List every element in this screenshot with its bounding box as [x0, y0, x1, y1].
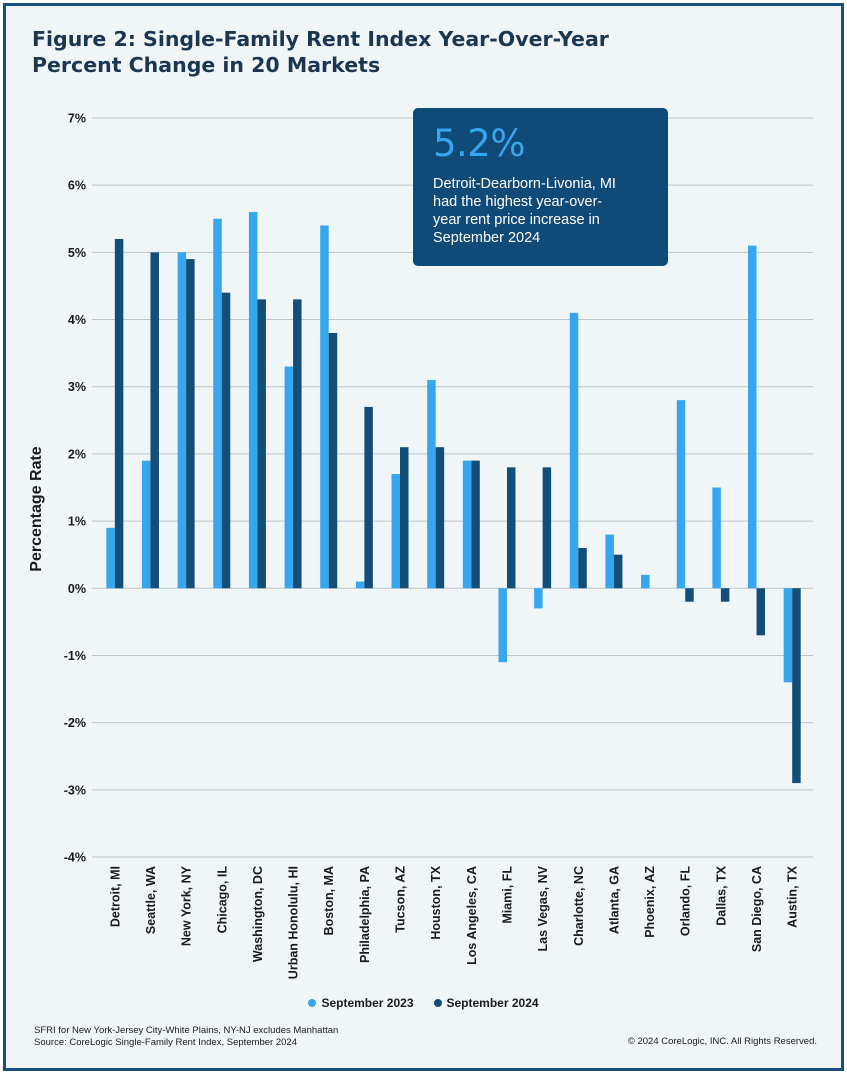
y-tick-label: 6% [68, 179, 86, 193]
bar-2023 [177, 252, 187, 589]
bar-2024 [578, 547, 587, 589]
legend-item-2024: September 2024 [433, 996, 539, 1010]
x-tick-label: Las Vegas, NV [536, 865, 550, 951]
bar-2023 [427, 380, 436, 589]
y-tick-label: 3% [68, 380, 86, 394]
bar-2023 [248, 212, 258, 589]
legend-swatch-2023 [308, 999, 317, 1007]
bar-2024 [328, 332, 338, 589]
chart-title-line-2: Percent Change in 20 Markets [32, 53, 381, 77]
bar-2024 [471, 460, 480, 589]
bar-2023 [641, 574, 650, 589]
bar-2024 [720, 588, 730, 602]
x-tick-label: Philadelphia, PA [358, 866, 372, 963]
y-tick-label: 1% [68, 515, 86, 529]
legend-swatch-2024 [433, 999, 442, 1007]
x-tick-label: Phoenix, AZ [643, 866, 657, 938]
x-tick-label: Orlando, FL [679, 866, 693, 937]
bar-2024 [221, 292, 231, 589]
bar-2023 [605, 534, 614, 589]
chart-title: Figure 2: Single-Family Rent Index Year-… [32, 26, 672, 78]
x-tick-label: Urban Honolulu, HI [287, 866, 301, 979]
x-tick-label: New York, NY [180, 865, 194, 946]
bar-2024 [792, 588, 801, 784]
callout-line-2: had the highest year-over- [433, 194, 603, 210]
bars [106, 212, 801, 784]
footer-notes: SFRI for New York-Jersey City-White Plai… [34, 1025, 338, 1048]
legend: September 2023 September 2024 [0, 996, 847, 1010]
x-tick-label: Chicago, IL [215, 866, 229, 934]
x-tick-label: Los Angeles, CA [465, 866, 479, 965]
bar-2023 [391, 474, 401, 589]
footer-copyright: © 2024 CoreLogic, INC. All Rights Reserv… [627, 1036, 817, 1047]
bar-2023 [355, 581, 365, 589]
bar-2023 [213, 218, 222, 589]
bar-2023 [284, 366, 294, 589]
bar-2024 [400, 447, 409, 589]
bar-2024 [257, 299, 266, 589]
bar-2024 [150, 252, 159, 589]
bar-2024 [685, 588, 694, 602]
y-tick-label: -4% [64, 851, 86, 865]
bar-2023 [106, 527, 115, 589]
bar-2023 [748, 245, 757, 589]
chart-title-line-1: Figure 2: Single-Family Rent Index Year-… [32, 27, 609, 51]
bar-2023 [320, 225, 329, 589]
bar-2023 [783, 588, 793, 683]
x-tick-label: Dallas, TX [714, 865, 728, 925]
legend-label-2023: September 2023 [321, 996, 414, 1010]
bar-2024 [114, 238, 124, 589]
callout-line-1: Detroit-Dearborn-Livonia, MI [433, 176, 616, 192]
bar-2023 [498, 588, 507, 663]
y-tick-label: 0% [68, 582, 86, 596]
y-tick-label: 7% [68, 112, 86, 126]
highlight-callout: 5.2% Detroit-Dearborn-Livonia, MI had th… [413, 108, 668, 266]
x-tick-label: Atlanta, GA [607, 866, 621, 934]
legend-item-2023: September 2023 [308, 996, 414, 1010]
y-tick-label: -1% [64, 649, 86, 663]
x-tick-label: Washington, DC [251, 866, 265, 962]
y-axis-label: Percentage Rate [28, 446, 45, 571]
y-tick-label: 4% [68, 313, 86, 327]
x-tick-label: Detroit, MI [108, 866, 122, 927]
bar-2024 [613, 554, 623, 589]
x-tick-label: Houston, TX [429, 865, 443, 939]
bar-2024 [364, 406, 373, 589]
bar-2024 [186, 259, 195, 589]
bar-2023 [141, 460, 151, 589]
bar-2023 [569, 312, 579, 589]
callout-value: 5.2% [433, 122, 526, 165]
bar-2023 [712, 487, 721, 589]
bar-2023 [534, 588, 543, 609]
x-tick-label: Tucson, AZ [394, 866, 408, 933]
x-tick-label: Boston, MA [322, 866, 336, 935]
bar-2023 [676, 400, 686, 589]
footer-note-1: SFRI for New York-Jersey City-White Plai… [34, 1025, 339, 1036]
footer-note-2: Source: CoreLogic Single-Family Rent Ind… [34, 1036, 297, 1048]
x-tick-label: Seattle, WA [144, 866, 158, 934]
bar-2024 [435, 447, 445, 589]
x-tick-label: San Diego, CA [750, 866, 764, 952]
x-tick-label: Miami, FL [500, 866, 514, 924]
bar-2024 [506, 467, 516, 589]
y-axis-ticks: 7% 6% 5% 4% 3% 2% 1% 0% -1% -2% -3% -4% [64, 112, 86, 865]
x-axis-ticks: Detroit, MI Seattle, WA New York, NY Chicag… [108, 865, 799, 979]
y-tick-label: -3% [64, 783, 86, 797]
y-tick-label: 5% [68, 246, 86, 260]
callout-line-4: September 2024 [433, 230, 541, 246]
legend-label-2024: September 2024 [446, 996, 539, 1010]
callout-line-3: year rent price increase in [433, 212, 600, 228]
bar-2024 [756, 588, 766, 636]
callout-text: Detroit-Dearborn-Livonia, MI had the hig… [433, 175, 648, 247]
y-tick-label: -2% [64, 716, 86, 730]
y-tick-label: 2% [68, 447, 86, 461]
x-tick-label: Austin, TX [786, 865, 800, 927]
bar-2024 [293, 299, 302, 589]
bar-2023 [462, 460, 472, 589]
x-tick-label: Charlotte, NC [572, 866, 586, 946]
bar-2024 [542, 467, 552, 589]
